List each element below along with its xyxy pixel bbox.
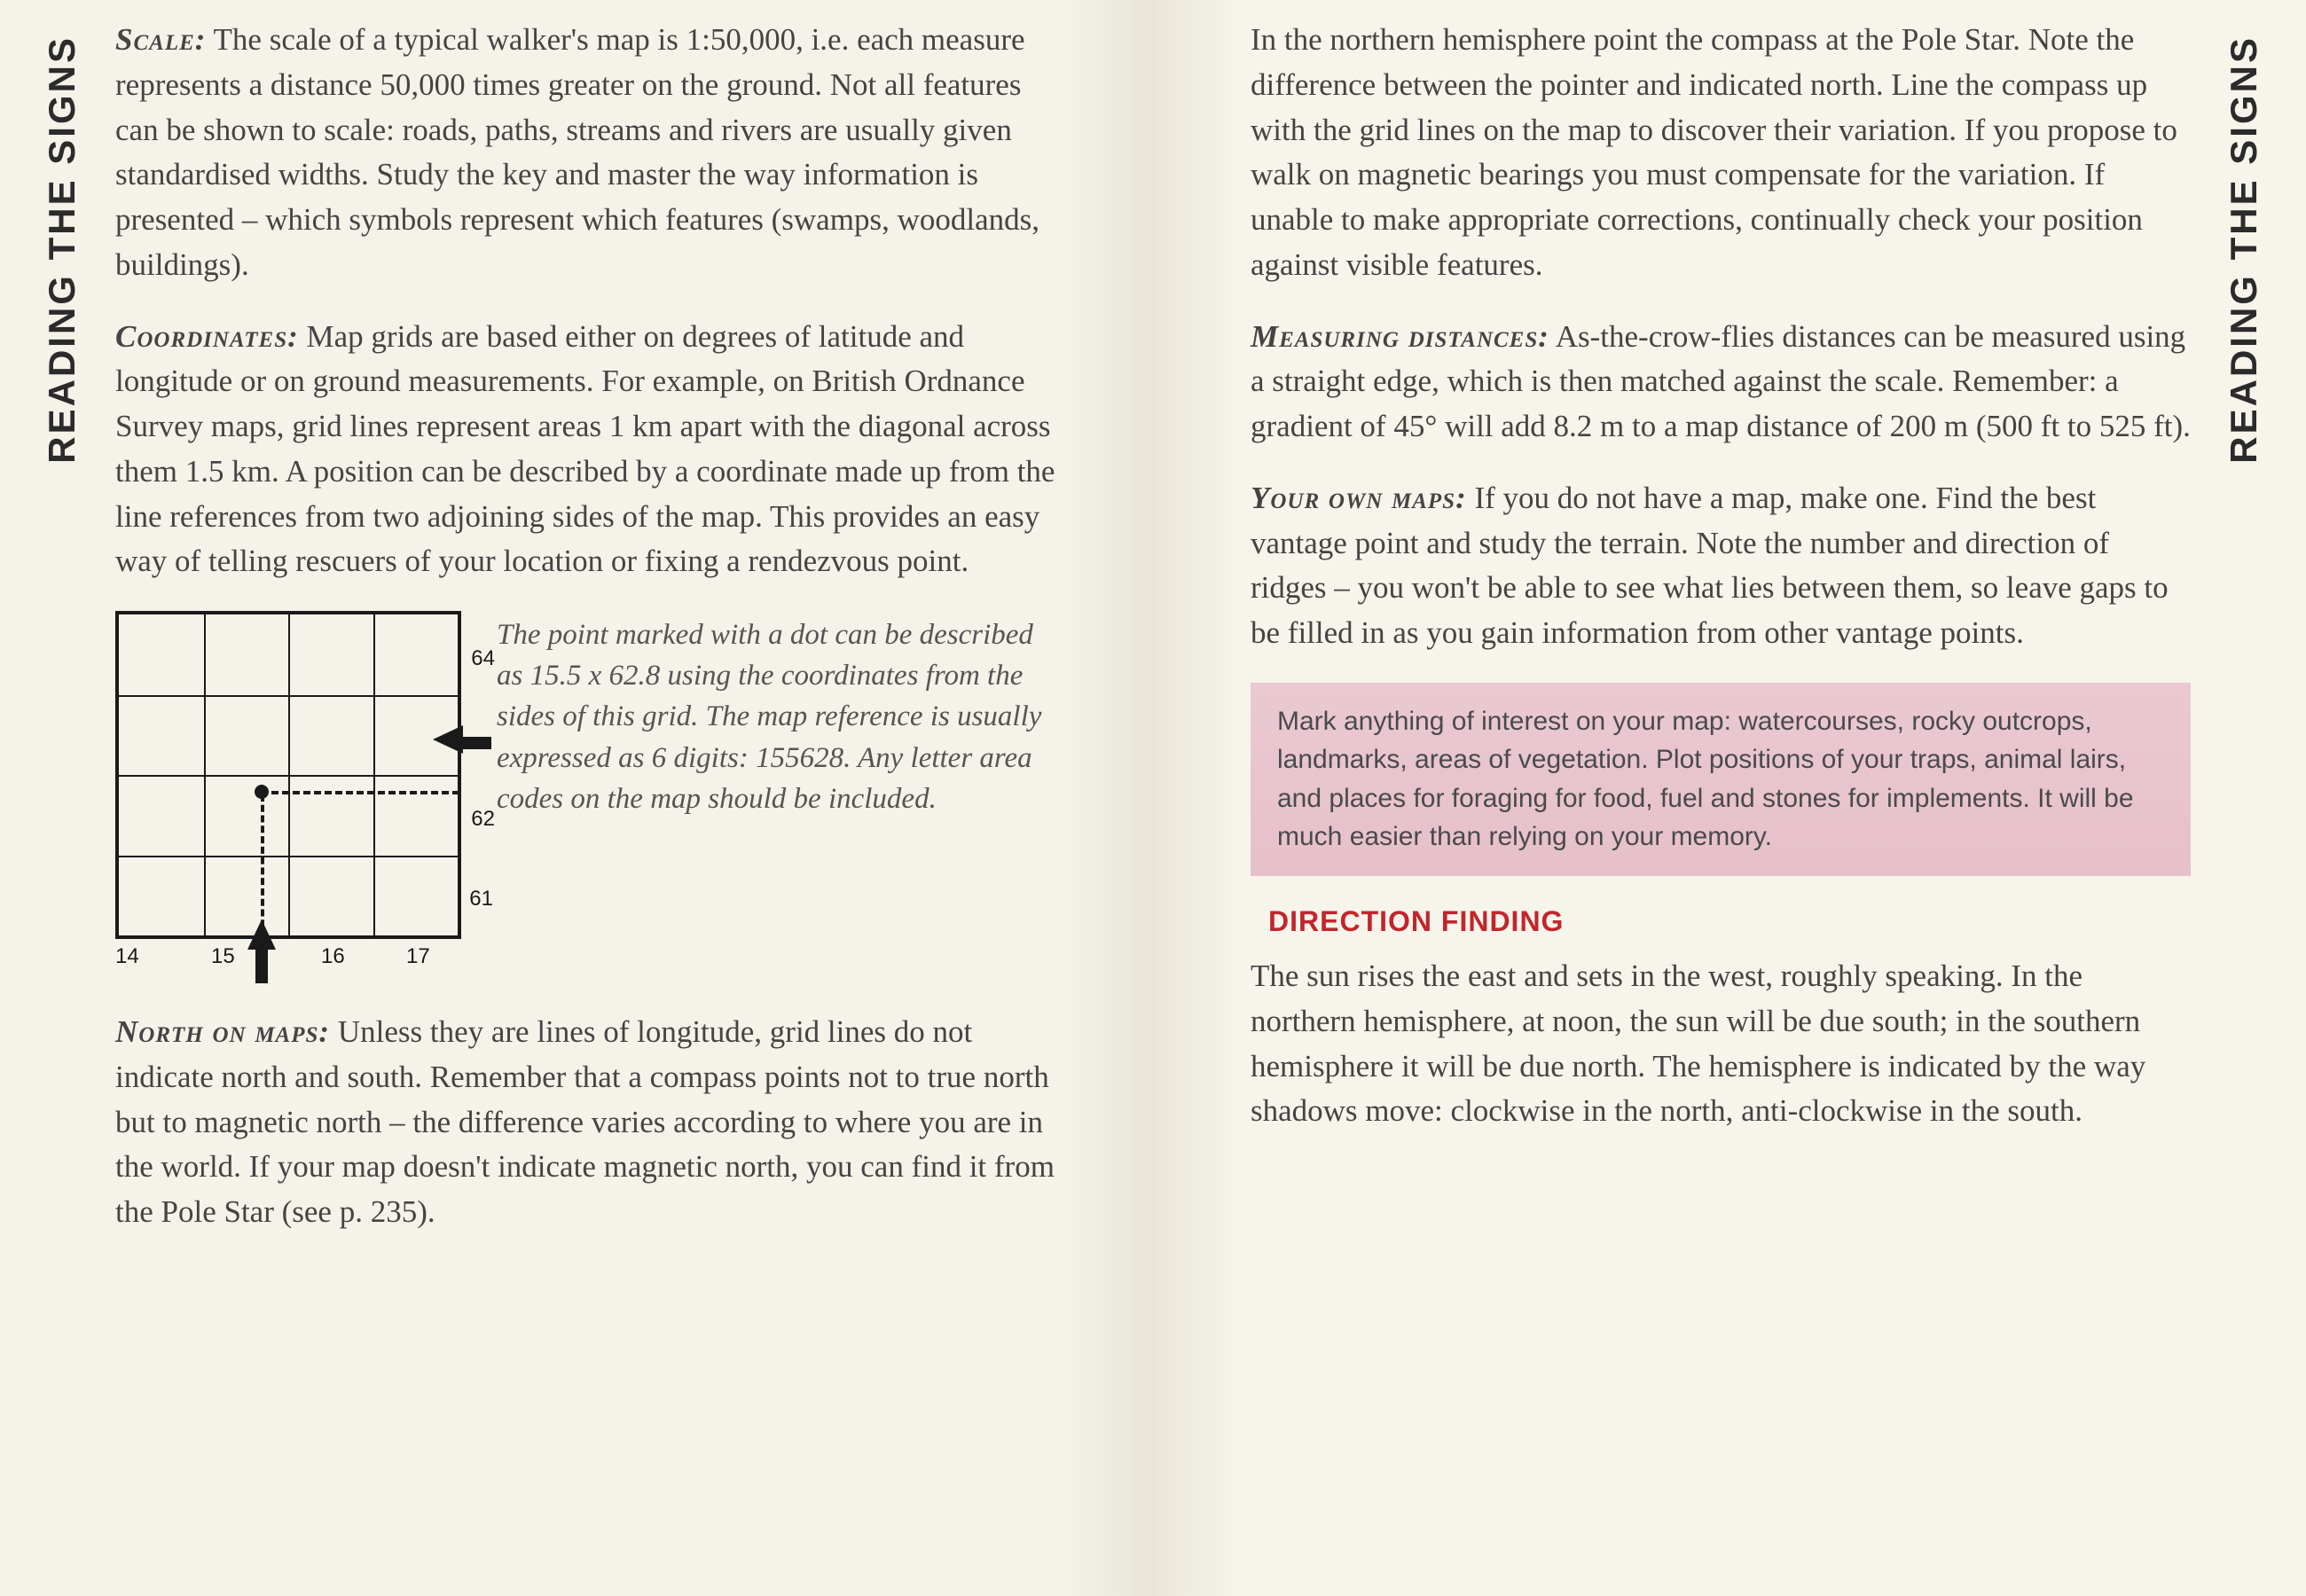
x-tick-17: 17 [406,942,430,973]
dash-vertical [261,794,264,937]
left-content: Scale: The scale of a typical walker's m… [89,18,1082,1578]
arrow-right-stem [461,737,491,749]
x-tick-14: 14 [115,942,139,973]
section-direction-finding: DIRECTION FINDING [1268,901,2191,942]
grid-box: 64 62 61 [115,611,461,939]
runin-north: North on maps: [115,1014,330,1049]
text-scale: The scale of a typical walker's map is 1… [115,22,1039,282]
para-coordinates: Coordinates: Map grids are based either … [115,315,1055,585]
x-tick-16: 16 [321,942,345,973]
arrow-right-head [433,725,463,754]
para-direction: The sun rises the east and sets in the w… [1251,954,2191,1134]
page-right: In the northern hemisphere point the com… [1153,0,2306,1596]
runin-scale: Scale: [115,22,206,57]
side-label-left: READING THE SIGNS [35,18,89,1578]
arrow-up-stem [255,948,268,983]
text-coordinates: Map grids are based either on degrees of… [115,319,1055,579]
para-ownmaps: Your own maps: If you do not have a map,… [1251,476,2191,656]
grid-vline [288,614,290,935]
para-polestar: In the northern hemisphere point the com… [1251,18,2191,288]
right-content: In the northern hemisphere point the com… [1224,18,2217,1578]
y-tick-64: 64 [471,644,495,675]
para-north: North on maps: Unless they are lines of … [115,1010,1055,1235]
para-measuring: Measuring distances: As-the-crow-flies d… [1251,315,2191,450]
side-label-text: READING THE SIGNS [2223,35,2265,464]
arrow-up-head [247,919,276,950]
callout-box: Mark anything of interest on your map: w… [1251,683,2191,876]
runin-measuring: Measuring distances: [1251,319,1549,354]
side-label-right: READING THE SIGNS [2217,18,2271,1578]
grid-wrap: 64 62 61 14 15 16 [115,611,497,983]
y-tick-62: 62 [471,804,495,835]
y-tick-61: 61 [469,884,493,915]
book-spread: READING THE SIGNS Scale: The scale of a … [0,0,2306,1596]
runin-coordinates: Coordinates: [115,319,299,354]
para-scale: Scale: The scale of a typical walker's m… [115,18,1055,288]
grid-vline [204,614,206,935]
grid-vline [373,614,375,935]
runin-ownmaps: Your own maps: [1251,481,1467,515]
dash-horizontal [261,791,459,794]
page-left: READING THE SIGNS Scale: The scale of a … [0,0,1153,1596]
grid-figure: 64 62 61 14 15 16 [115,611,1055,983]
grid-caption: The point marked with a dot can be descr… [497,611,1055,819]
side-label-text: READING THE SIGNS [41,35,83,464]
x-tick-15: 15 [211,942,235,973]
